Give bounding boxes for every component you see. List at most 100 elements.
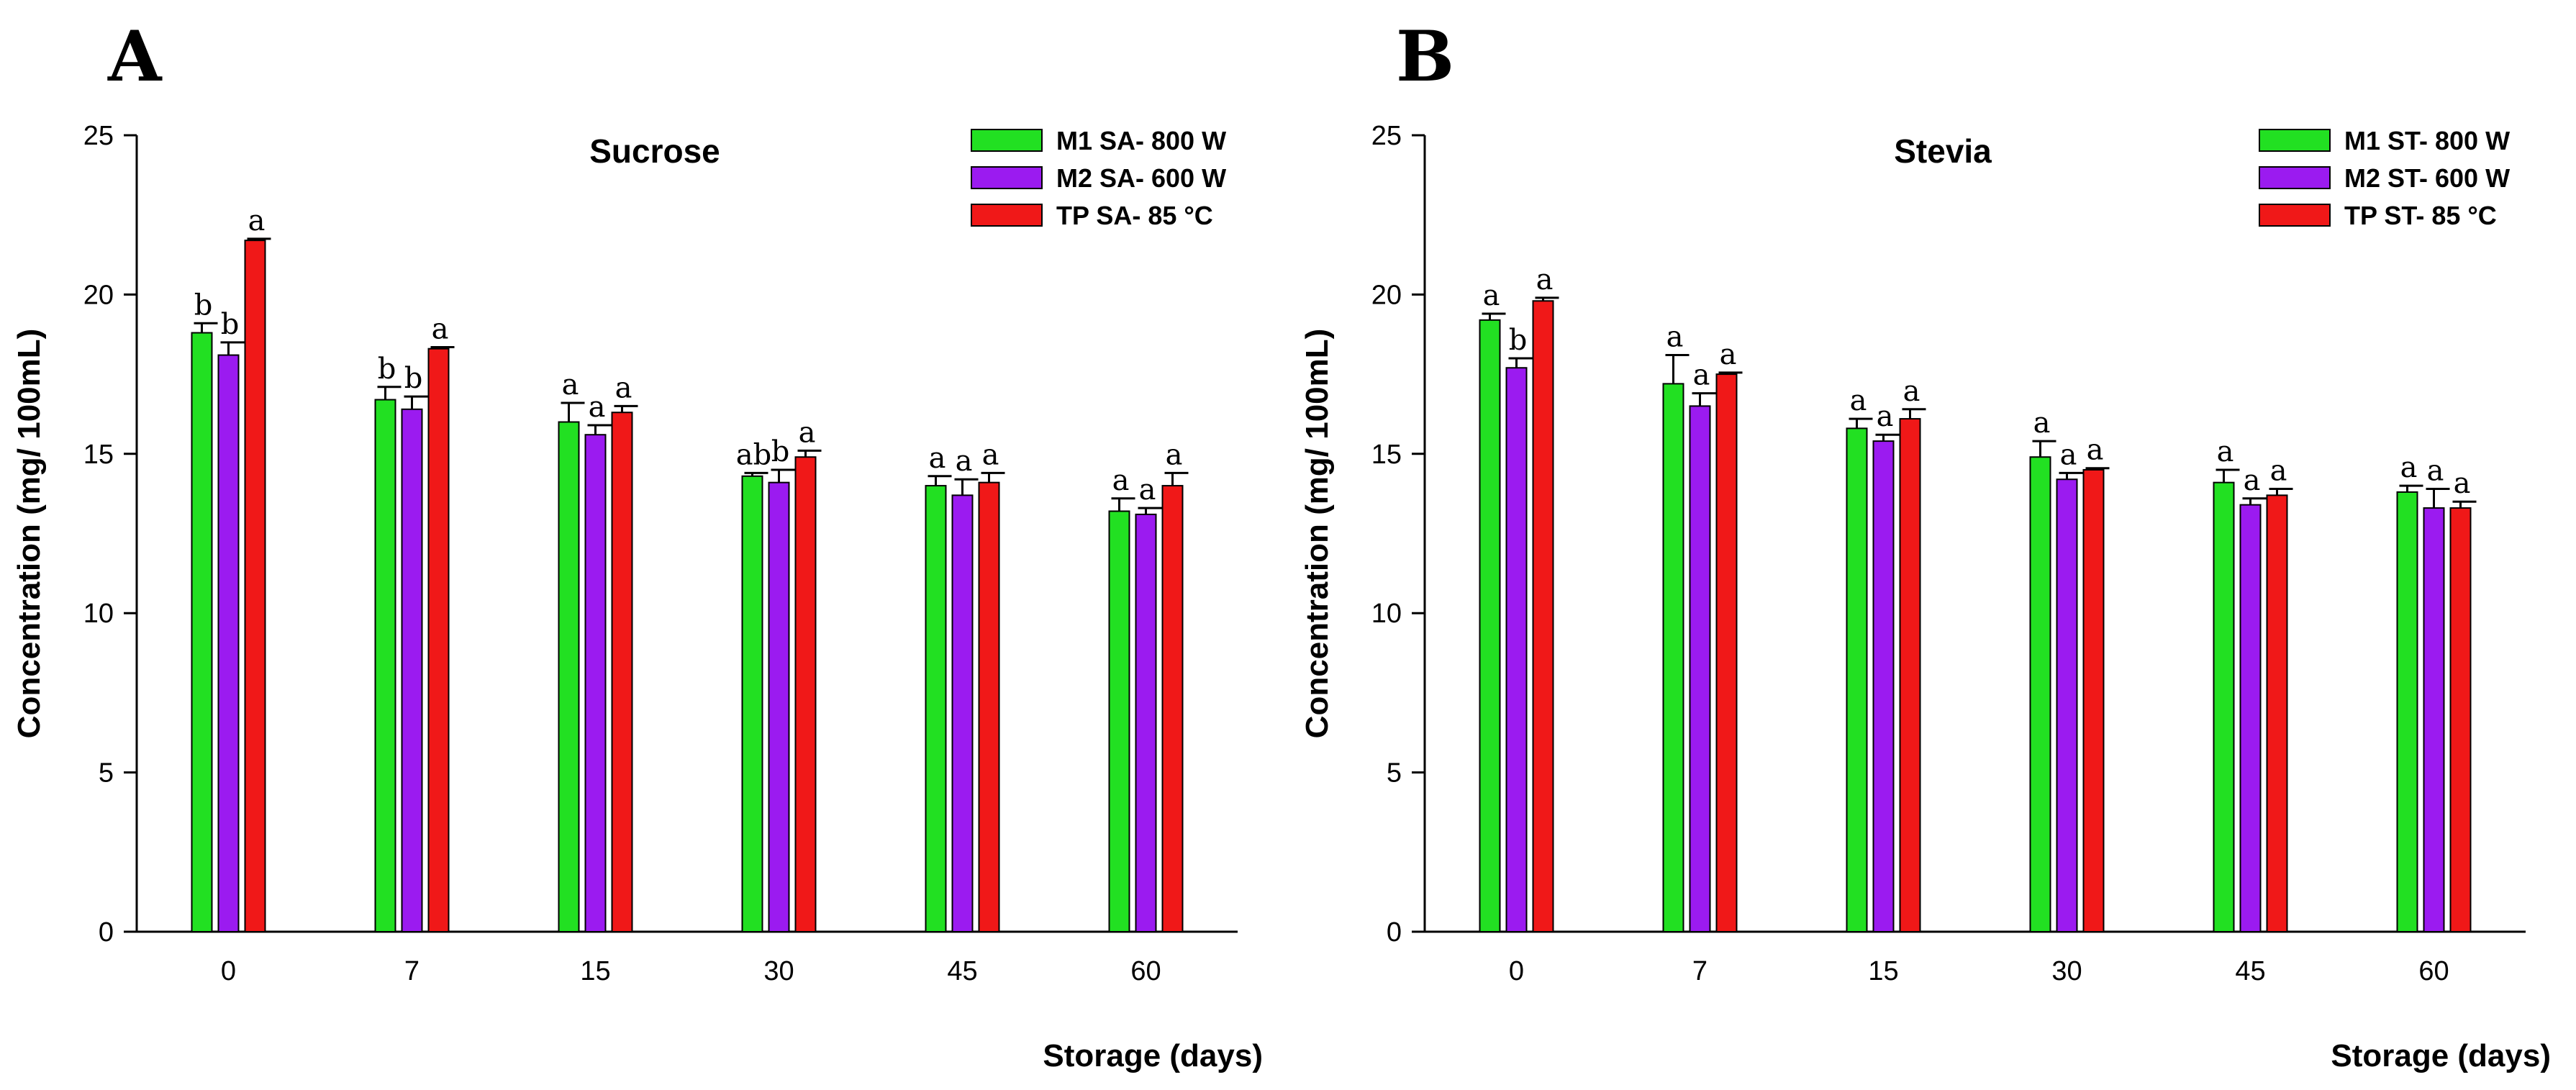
bar [2029, 456, 2051, 932]
bar [611, 412, 633, 932]
bar [2266, 494, 2288, 932]
significance-label: a [1693, 359, 1710, 392]
bar [2239, 504, 2262, 932]
y-tick-label: 0 [1387, 917, 1402, 948]
bar [1662, 383, 1684, 932]
significance-label: a [1666, 321, 1684, 354]
bar [1689, 405, 1711, 932]
legend-swatch [2259, 166, 2331, 189]
bar [741, 475, 763, 932]
bar [1715, 373, 1738, 932]
significance-label: a [562, 368, 579, 401]
significance-label: a [1139, 473, 1156, 507]
bar [2056, 478, 2078, 932]
chart-title: Stevia [1894, 132, 1992, 170]
x-tick-label: 45 [2235, 956, 2265, 986]
y-tick-label: 10 [83, 599, 114, 629]
y-tick-label: 20 [1371, 280, 1402, 310]
significance-label: a [2427, 455, 2444, 488]
significance-label: a [2244, 464, 2261, 497]
bar [2082, 468, 2105, 932]
bar [794, 456, 817, 932]
bar [1479, 319, 1501, 933]
significance-label: a [1903, 375, 1920, 408]
legend-swatch [2259, 129, 2331, 152]
bar [1532, 300, 1554, 933]
x-tick-label: 15 [1868, 956, 1898, 986]
y-tick-label: 0 [99, 917, 114, 948]
bar [584, 434, 607, 932]
x-tick-label: 30 [2051, 956, 2082, 986]
x-tick-label: 60 [2418, 956, 2449, 986]
significance-label: a [2217, 435, 2234, 468]
legend-swatch [971, 166, 1043, 189]
chart-title: Sucrose [589, 132, 720, 170]
bar [951, 494, 974, 932]
y-axis-title: Concentration (mg/ 100mL) [1300, 329, 1335, 739]
significance-label: b [771, 435, 790, 468]
bar [217, 354, 240, 933]
x-tick-label: 0 [221, 956, 236, 986]
x-tick-label: 60 [1130, 956, 1161, 986]
y-tick-label: 20 [83, 280, 114, 310]
x-tick-label: 45 [947, 956, 977, 986]
x-tick-label: 15 [580, 956, 610, 986]
significance-label: a [1112, 464, 1130, 497]
bar [2396, 491, 2418, 932]
x-axis-title: Storage (days) [2331, 1038, 2551, 1073]
panel-b: B 0 5 10 15 20 25 Concentration (mg/ 100mL) Stor… [1300, 16, 2551, 1073]
y-tick-label: 25 [83, 121, 114, 151]
bar [1108, 510, 1130, 932]
significance-label: a [1536, 263, 1554, 296]
legend-swatch [971, 204, 1043, 227]
x-tick-label: 7 [1692, 956, 1707, 986]
significance-label: b [404, 362, 423, 395]
significance-label: a [2087, 434, 2104, 467]
bar [401, 408, 423, 932]
significance-label: a [2454, 467, 2471, 500]
bar [1899, 418, 1921, 932]
significance-label: b [378, 353, 396, 386]
y-tick-label: 15 [1371, 440, 1402, 470]
significance-label: a [1166, 438, 1183, 471]
legend-label: M1 SA- 800 W [1056, 126, 1226, 155]
y-tick-label: 5 [99, 758, 114, 789]
x-tick-label: 0 [1509, 956, 1524, 986]
bar [1161, 485, 1184, 932]
bar [2213, 481, 2235, 932]
significance-label: a [589, 391, 606, 424]
significance-label: a [248, 204, 266, 237]
significance-label: b [221, 308, 240, 341]
bar [558, 421, 580, 932]
legend-label: M2 ST- 600 W [2344, 163, 2510, 193]
bar [427, 348, 450, 932]
significance-label: a [2400, 451, 2418, 484]
bar [2423, 507, 2445, 932]
x-tick-label: 30 [763, 956, 794, 986]
significance-label: a [799, 416, 816, 449]
y-tick-label: 25 [1371, 121, 1402, 151]
legend-label: TP ST- 85 °C [2344, 201, 2497, 230]
bar [978, 481, 1000, 932]
y-tick-label: 5 [1387, 758, 1402, 789]
significance-label: a [1850, 384, 1867, 417]
significance-label: a [2033, 407, 2051, 440]
panel-letter: B [1396, 16, 1454, 97]
legend-swatch [971, 129, 1043, 152]
significance-label: a [432, 312, 449, 345]
panel-letter: A [107, 16, 163, 97]
significance-label: a [1720, 338, 1737, 371]
bar [1846, 427, 1868, 932]
y-axis-title: Concentration (mg/ 100mL) [12, 329, 47, 739]
significance-label: a [2270, 455, 2287, 488]
significance-label: a [956, 445, 973, 478]
significance-label: b [194, 289, 213, 322]
significance-label: a [982, 438, 999, 471]
significance-label: a [1483, 279, 1500, 312]
bar [1135, 513, 1157, 932]
bar [925, 485, 947, 932]
bar [244, 240, 266, 932]
legend-swatch [2259, 204, 2331, 227]
x-tick-label: 7 [404, 956, 419, 986]
